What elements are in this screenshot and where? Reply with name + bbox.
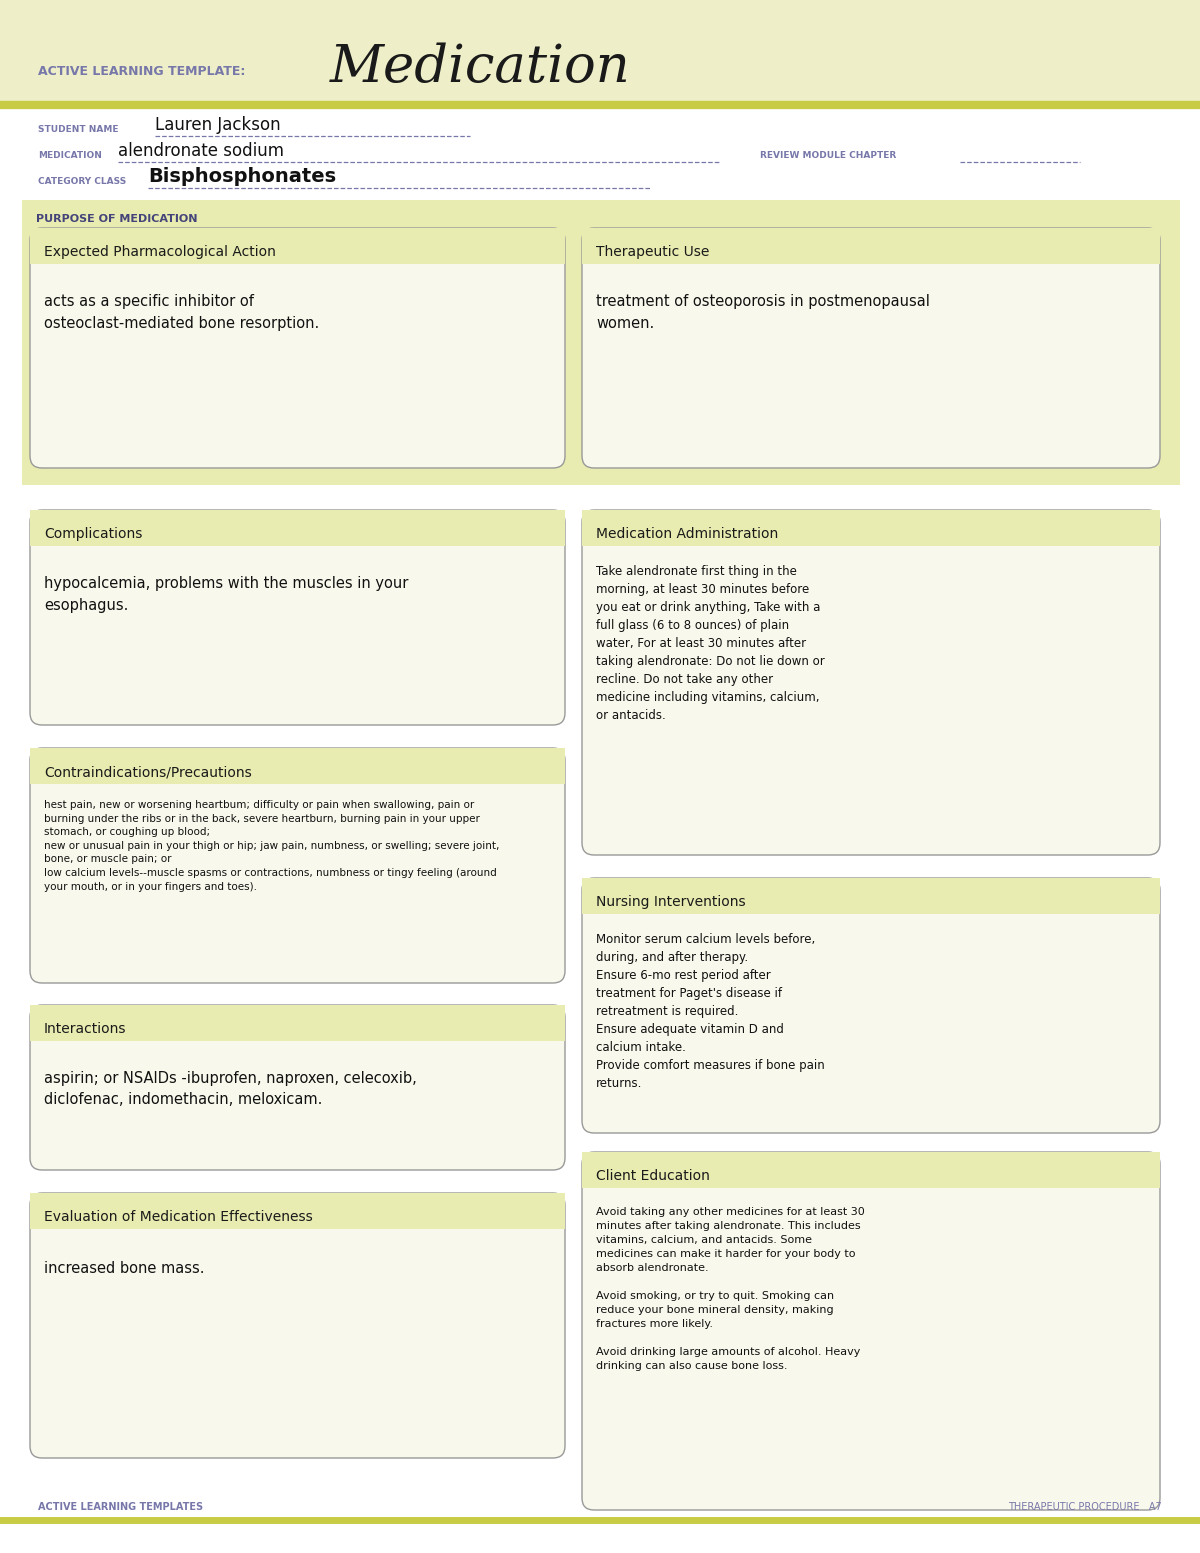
Text: ACTIVE LEARNING TEMPLATE:: ACTIVE LEARNING TEMPLATE:: [38, 65, 245, 78]
FancyBboxPatch shape: [30, 509, 565, 725]
Text: Medication Administration: Medication Administration: [596, 526, 779, 540]
FancyBboxPatch shape: [30, 228, 565, 467]
Text: Complications: Complications: [44, 526, 143, 540]
Text: Medication: Medication: [330, 42, 631, 93]
FancyBboxPatch shape: [30, 749, 565, 983]
Bar: [582, 228, 1160, 264]
Bar: [582, 509, 1160, 547]
Bar: [30, 1193, 565, 1228]
Bar: [0, 0, 1200, 106]
Text: Lauren Jackson: Lauren Jackson: [155, 116, 281, 134]
Text: ACTIVE LEARNING TEMPLATES: ACTIVE LEARNING TEMPLATES: [38, 1502, 203, 1513]
Text: Nursing Interventions: Nursing Interventions: [596, 895, 745, 909]
Bar: [582, 877, 1160, 915]
FancyBboxPatch shape: [582, 228, 1160, 467]
Text: PURPOSE OF MEDICATION: PURPOSE OF MEDICATION: [36, 214, 198, 224]
Bar: [30, 509, 565, 547]
Text: STUDENT NAME: STUDENT NAME: [38, 124, 119, 134]
Text: treatment of osteoporosis in postmenopausal
women.: treatment of osteoporosis in postmenopau…: [596, 294, 930, 331]
Text: Interactions: Interactions: [44, 1022, 126, 1036]
Text: Contraindications/Precautions: Contraindications/Precautions: [44, 766, 252, 780]
Bar: [30, 228, 565, 264]
FancyBboxPatch shape: [30, 1005, 565, 1169]
Text: Bisphosphonates: Bisphosphonates: [148, 168, 336, 186]
FancyBboxPatch shape: [582, 509, 1160, 856]
FancyBboxPatch shape: [582, 877, 1160, 1134]
Text: Therapeutic Use: Therapeutic Use: [596, 245, 709, 259]
Text: hest pain, new or worsening heartbum; difficulty or pain when swallowing, pain o: hest pain, new or worsening heartbum; di…: [44, 800, 499, 891]
Text: Evaluation of Medication Effectiveness: Evaluation of Medication Effectiveness: [44, 1210, 313, 1224]
Bar: [30, 749, 565, 784]
Text: MEDICATION: MEDICATION: [38, 151, 102, 160]
Text: Take alendronate first thing in the
morning, at least 30 minutes before
you eat : Take alendronate first thing in the morn…: [596, 565, 824, 722]
Text: Monitor serum calcium levels before,
during, and after therapy.
Ensure 6-mo rest: Monitor serum calcium levels before, dur…: [596, 933, 824, 1090]
Text: acts as a specific inhibitor of
osteoclast-mediated bone resorption.: acts as a specific inhibitor of osteocla…: [44, 294, 319, 331]
Bar: [22, 200, 1180, 485]
Text: CATEGORY CLASS: CATEGORY CLASS: [38, 177, 126, 186]
Text: hypocalcemia, problems with the muscles in your
esophagus.: hypocalcemia, problems with the muscles …: [44, 576, 408, 612]
Text: Expected Pharmacological Action: Expected Pharmacological Action: [44, 245, 276, 259]
Text: Avoid taking any other medicines for at least 30
minutes after taking alendronat: Avoid taking any other medicines for at …: [596, 1207, 865, 1371]
Text: REVIEW MODULE CHAPTER: REVIEW MODULE CHAPTER: [760, 151, 896, 160]
Text: increased bone mass.: increased bone mass.: [44, 1261, 204, 1277]
Text: aspirin; or NSAIDs -ibuprofen, naproxen, celecoxib,
diclofenac, indomethacin, me: aspirin; or NSAIDs -ibuprofen, naproxen,…: [44, 1072, 416, 1107]
Text: THERAPEUTIC PROCEDURE   A7: THERAPEUTIC PROCEDURE A7: [1008, 1502, 1162, 1513]
Text: Client Education: Client Education: [596, 1169, 710, 1183]
Bar: [30, 1005, 565, 1041]
Text: alendronate sodium: alendronate sodium: [118, 141, 284, 160]
Bar: [582, 1152, 1160, 1188]
FancyBboxPatch shape: [582, 1152, 1160, 1510]
FancyBboxPatch shape: [30, 1193, 565, 1458]
